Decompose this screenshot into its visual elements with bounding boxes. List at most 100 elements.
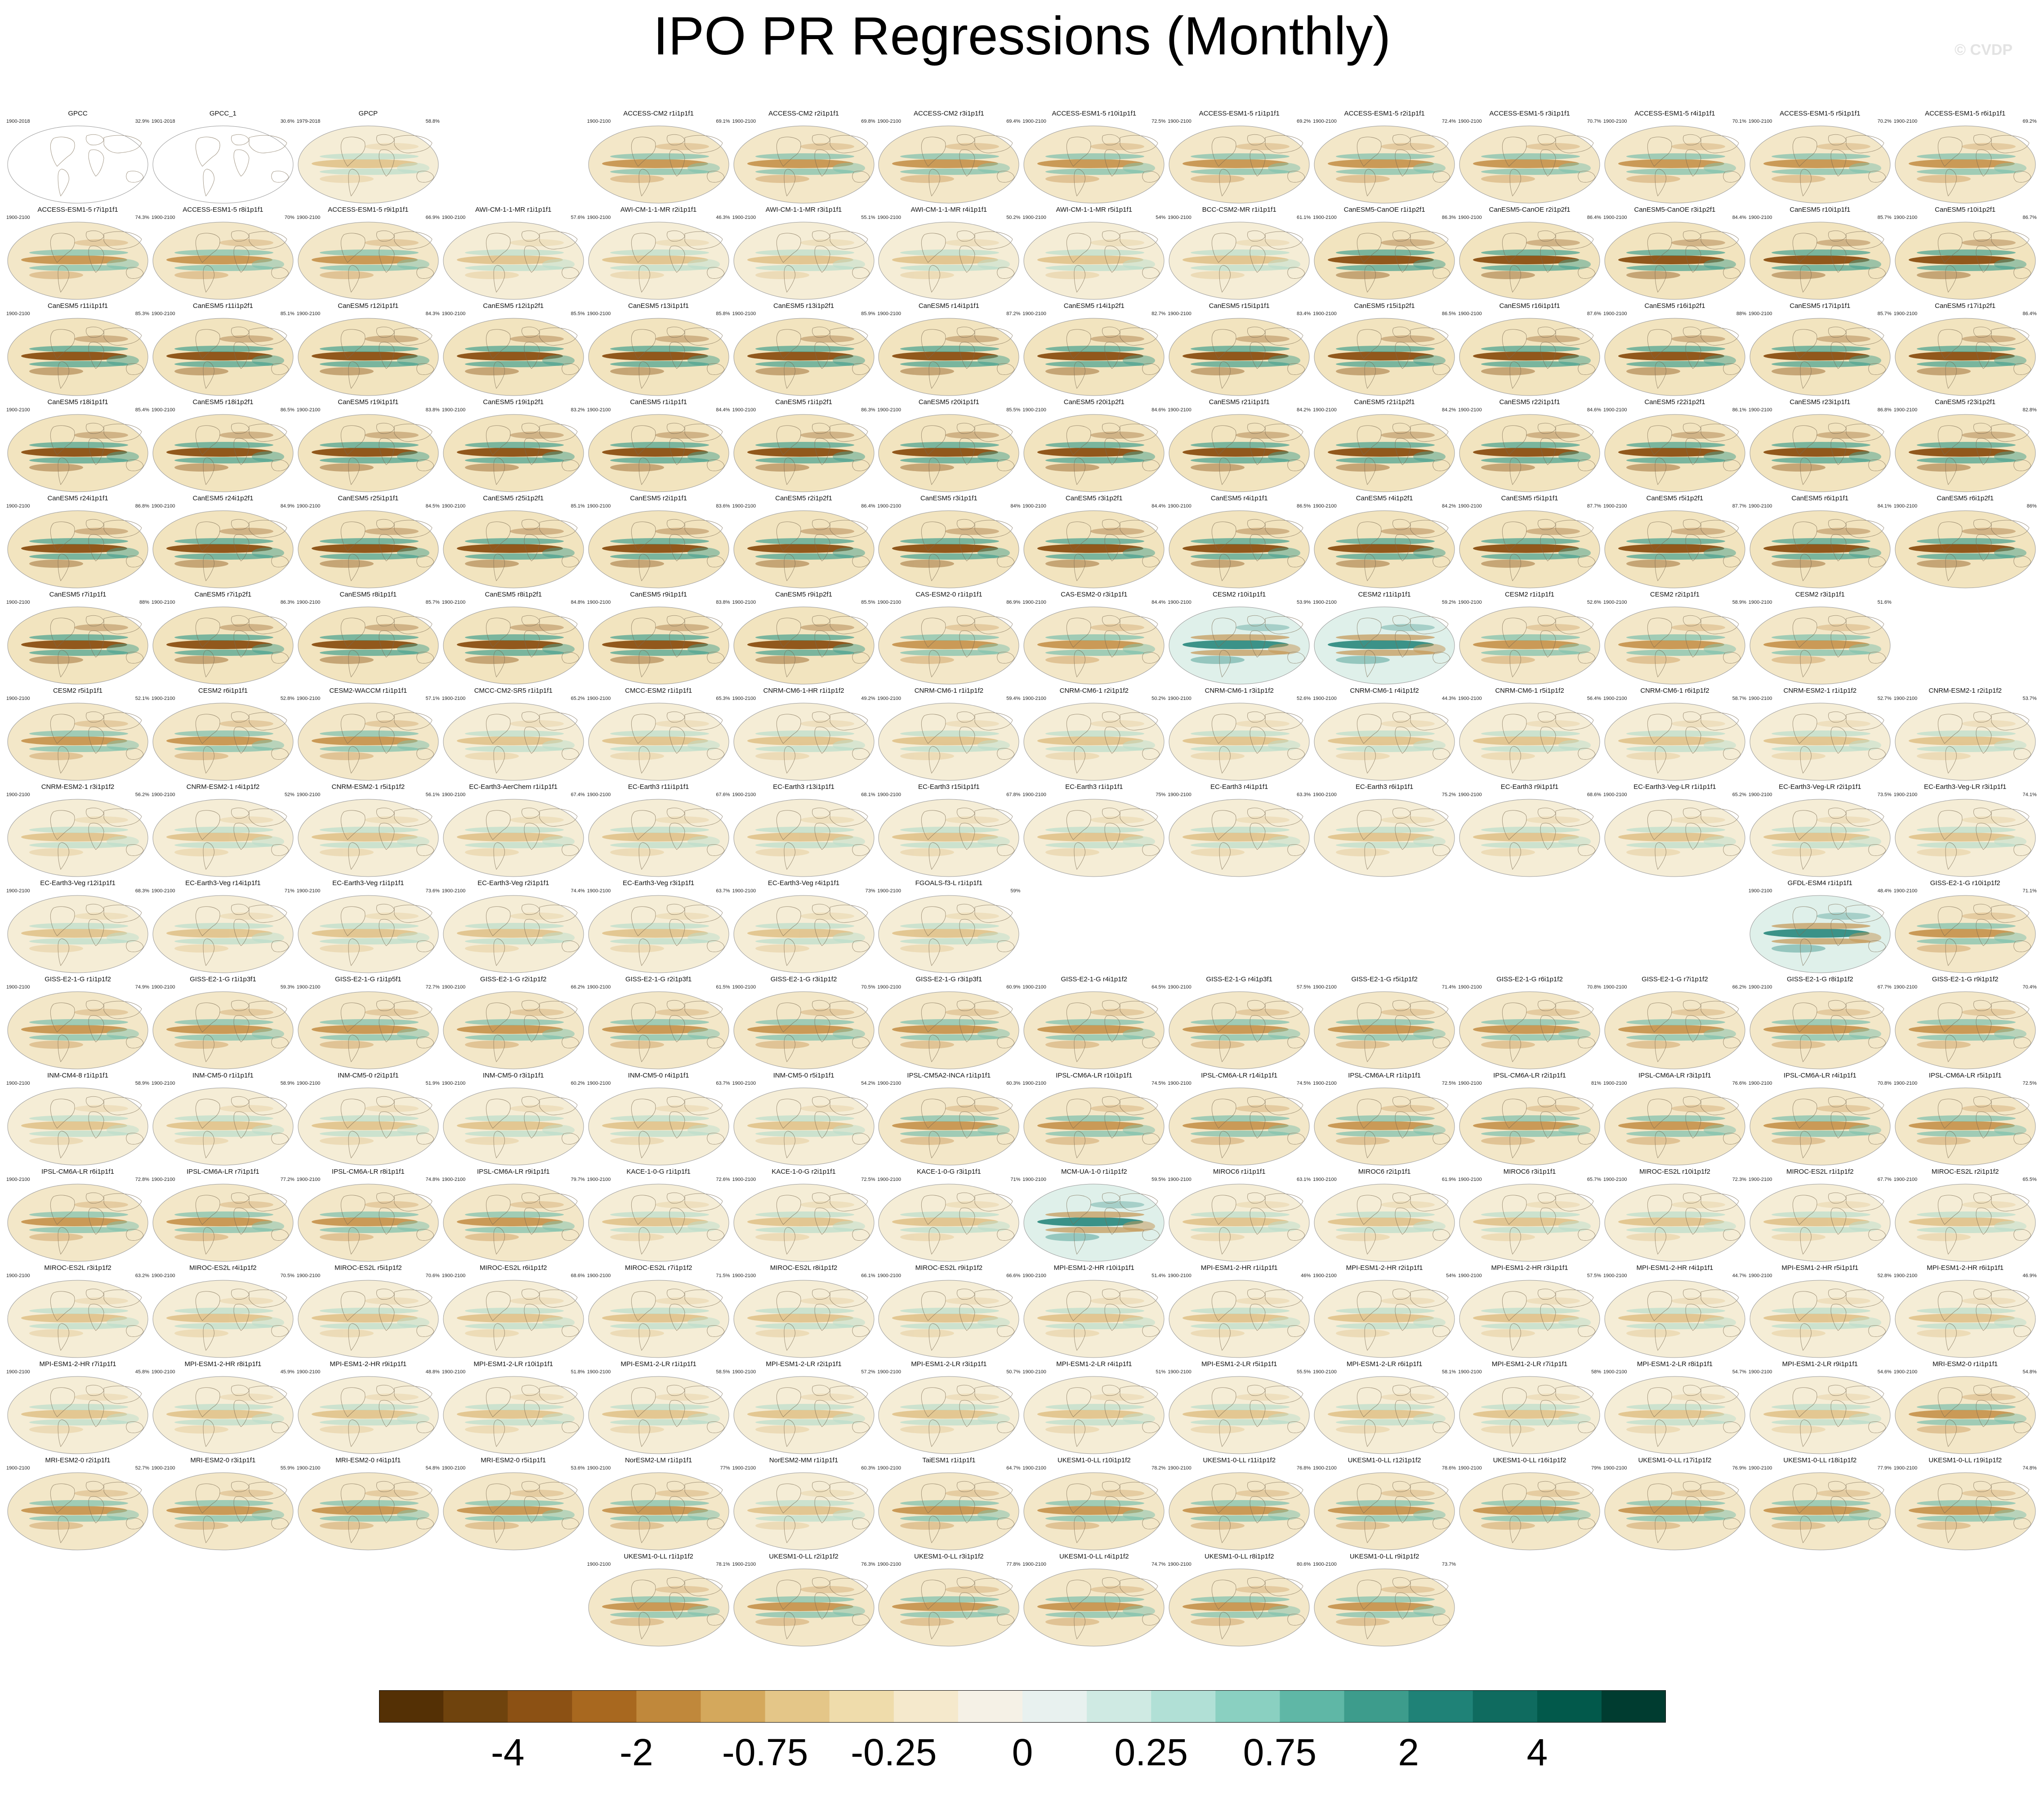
- map-panel: GISS-E2-1-G r4i1p1f2 1900-2100 64.5%: [1022, 975, 1166, 1071]
- regression-map: [1749, 1184, 1891, 1262]
- panel-title: EC-Earth3-Veg r4i1p1f1: [768, 879, 840, 887]
- panel-period: 1900-2100: [151, 696, 175, 701]
- panel-percent: 74.4%: [571, 888, 585, 894]
- panel-title: MIROC-ES2L r5i1p1f2: [335, 1264, 402, 1272]
- panel-title: MPI-ESM1-2-LR r3i1p1f1: [911, 1360, 987, 1368]
- panel-period: 1900-2100: [1022, 1562, 1046, 1567]
- panel-percent: 85.8%: [716, 311, 730, 316]
- regression-map: [1749, 703, 1891, 781]
- panel-period: 1900-2100: [587, 792, 611, 797]
- colorbar-swatch: [893, 1690, 959, 1723]
- regression-map: [1459, 799, 1600, 877]
- map-panel: CanESM5 r25i1p1f1 1900-2100 84.5%: [296, 494, 441, 590]
- regression-map: [588, 895, 729, 973]
- panel-title: MIROC-ES2L r3i1p1f2: [44, 1264, 112, 1272]
- panel-percent: 79.7%: [571, 1177, 585, 1182]
- panel-percent: 44.3%: [1442, 696, 1456, 701]
- panel-percent: 58.9%: [280, 1081, 295, 1086]
- panel-period: 1900-2100: [877, 407, 901, 413]
- panel-percent: 68.1%: [861, 792, 875, 797]
- panel-title: CNRM-CM6-1-HR r1i1p1f2: [763, 687, 844, 695]
- map-panel: UKESM1-0-LL r3i1p1f2 1900-2100 77.8%: [876, 1553, 1021, 1648]
- regression-map: [298, 703, 439, 781]
- regression-map: [1314, 222, 1455, 300]
- colorbar-swatch: [1473, 1690, 1538, 1723]
- map-panel: MIROC-ES2L r1i1p1f2 1900-2100 67.7%: [1748, 1168, 1892, 1263]
- panel-period: 1900-2100: [1313, 503, 1337, 509]
- panel-title: MPI-ESM1-2-LR r1i1p1f1: [620, 1360, 696, 1368]
- map-panel: CanESM5 r4i1p1f1 1900-2100 86.5%: [1167, 494, 1312, 590]
- panel-period: 1900-2100: [877, 311, 901, 316]
- map-panel: CanESM5 r16i1p1f1 1900-2100 87.6%: [1457, 302, 1602, 397]
- regression-map: [152, 799, 294, 877]
- colorbar-tick-label: -0.75: [722, 1731, 808, 1773]
- map-panel: EC-Earth3-Veg-LR r2i1p1f1 1900-2100 73.5%: [1748, 783, 1892, 878]
- regression-map: [1604, 414, 1745, 492]
- panel-period: 1900-2100: [1168, 984, 1192, 990]
- panel-period: 1900-2100: [587, 1465, 611, 1471]
- panel-period: 1900-2100: [877, 1562, 901, 1567]
- panel-title: CNRM-CM6-1 r4i1p1f2: [1350, 687, 1419, 695]
- panel-title: UKESM1-0-LL r9i1p1f2: [1349, 1553, 1419, 1560]
- map-panel: UKESM1-0-LL r19i1p1f2 1900-2100 74.8%: [1893, 1456, 2038, 1552]
- map-panel: CNRM-CM6-1-HR r1i1p1f2 1900-2100 49.2%: [732, 687, 876, 782]
- panel-period: 1900-2100: [1458, 984, 1482, 990]
- panel-percent: 57.5%: [1587, 1273, 1601, 1278]
- panel-period: 1900-2100: [442, 1369, 466, 1375]
- map-panel: ACCESS-ESM1-5 r3i1p1f1 1900-2100 70.7%: [1457, 110, 1602, 205]
- map-panel: CanESM5 r9i1p1f1 1900-2100 83.8%: [586, 591, 731, 686]
- regression-map: [152, 895, 294, 973]
- map-panel: CESM2 r11i1p1f1 1900-2100 59.2%: [1312, 591, 1457, 686]
- regression-map: [1749, 1280, 1891, 1358]
- regression-map: [588, 1280, 729, 1358]
- regression-map: [443, 1087, 584, 1166]
- panel-percent: 72.8%: [135, 1177, 149, 1182]
- colorbar-swatch: [1601, 1690, 1666, 1723]
- map-panel: MRI-ESM2-0 r3i1p1f1 1900-2100 55.9%: [151, 1456, 295, 1552]
- regression-map: [7, 606, 148, 685]
- panel-title: MCM-UA-1-0 r1i1p1f2: [1061, 1168, 1127, 1176]
- colorbar-swatch: [443, 1690, 508, 1723]
- map-panel: UKESM1-0-LL r1i1p1f2 1900-2100 78.1%: [586, 1553, 731, 1648]
- regression-map: [1749, 895, 1891, 973]
- panel-title: CanESM5 r4i1p2f1: [1356, 494, 1413, 502]
- panel-percent: 65.5%: [2022, 1177, 2037, 1182]
- panel-percent: 74.5%: [1151, 1081, 1166, 1086]
- panel-percent: 65.2%: [1732, 792, 1746, 797]
- map-panel: INM-CM5-0 r5i1p1f1 1900-2100 54.2%: [732, 1072, 876, 1167]
- regression-map: [7, 1184, 148, 1262]
- colorbar-swatch: [701, 1690, 766, 1723]
- panel-title: CanESM5 r11i1p2f1: [192, 302, 253, 310]
- panel-title: MRI-ESM2-0 r1i1p1f1: [1932, 1360, 1998, 1368]
- panel-percent: 63.3%: [1296, 792, 1311, 797]
- panel-title: ACCESS-ESM1-5 r10i1p1f1: [1052, 110, 1137, 117]
- panel-title: CanESM5 r25i1p1f1: [338, 494, 399, 502]
- panel-period: 1900-2100: [1458, 1273, 1482, 1278]
- panel-title: CESM2 r2i1p1f1: [1650, 591, 1700, 598]
- panel-period: 1900-2100: [587, 888, 611, 894]
- panel-percent: 45.8%: [135, 1369, 149, 1375]
- panel-title: MIROC6 r3i1p1f1: [1503, 1168, 1556, 1176]
- panel-period: 1900-2100: [442, 1465, 466, 1471]
- map-panel: CanESM5 r10i1p1f1 1900-2100 85.7%: [1748, 206, 1892, 301]
- map-panel: CanESM5 r3i1p2f1 1900-2100 84.4%: [1022, 494, 1166, 590]
- panel-percent: 84.2%: [1442, 503, 1456, 509]
- regression-map: [7, 414, 148, 492]
- panel-period: 1900-2100: [587, 984, 611, 990]
- panel-percent: 88%: [1736, 311, 1746, 316]
- panel-percent: 59.5%: [1151, 1177, 1166, 1182]
- regression-map: [878, 1087, 1019, 1166]
- panel-title: CESM2 r1i1p1f1: [1504, 591, 1555, 598]
- map-panel: CNRM-CM6-1 r1i1p1f2 1900-2100 59.4%: [876, 687, 1021, 782]
- panel-title: AWI-CM-1-1-MR r5i1p1f1: [1056, 206, 1133, 214]
- regression-map: [298, 510, 439, 588]
- panel-title: CanESM5 r23i1p1f1: [1790, 398, 1851, 406]
- panel-grid: GPCC 1900-2018 32.9% GPCC_1 1901-2018 30.6% GP…: [6, 110, 2038, 1648]
- map-panel: ACCESS-ESM1-5 r1i1p1f1 1900-2100 69.2%: [1167, 110, 1312, 205]
- map-panel: INM-CM5-0 r3i1p1f1 1900-2100 60.2%: [441, 1072, 586, 1167]
- map-panel: CanESM5 r5i1p1f1 1900-2100 87.7%: [1457, 494, 1602, 590]
- panel-period: 1900-2100: [1313, 407, 1337, 413]
- panel-title: UKESM1-0-LL r17i1p1f2: [1638, 1456, 1712, 1464]
- panel-title: GISS-E2-1-G r2i1p1f2: [480, 975, 547, 983]
- panel-percent: 77.2%: [280, 1177, 295, 1182]
